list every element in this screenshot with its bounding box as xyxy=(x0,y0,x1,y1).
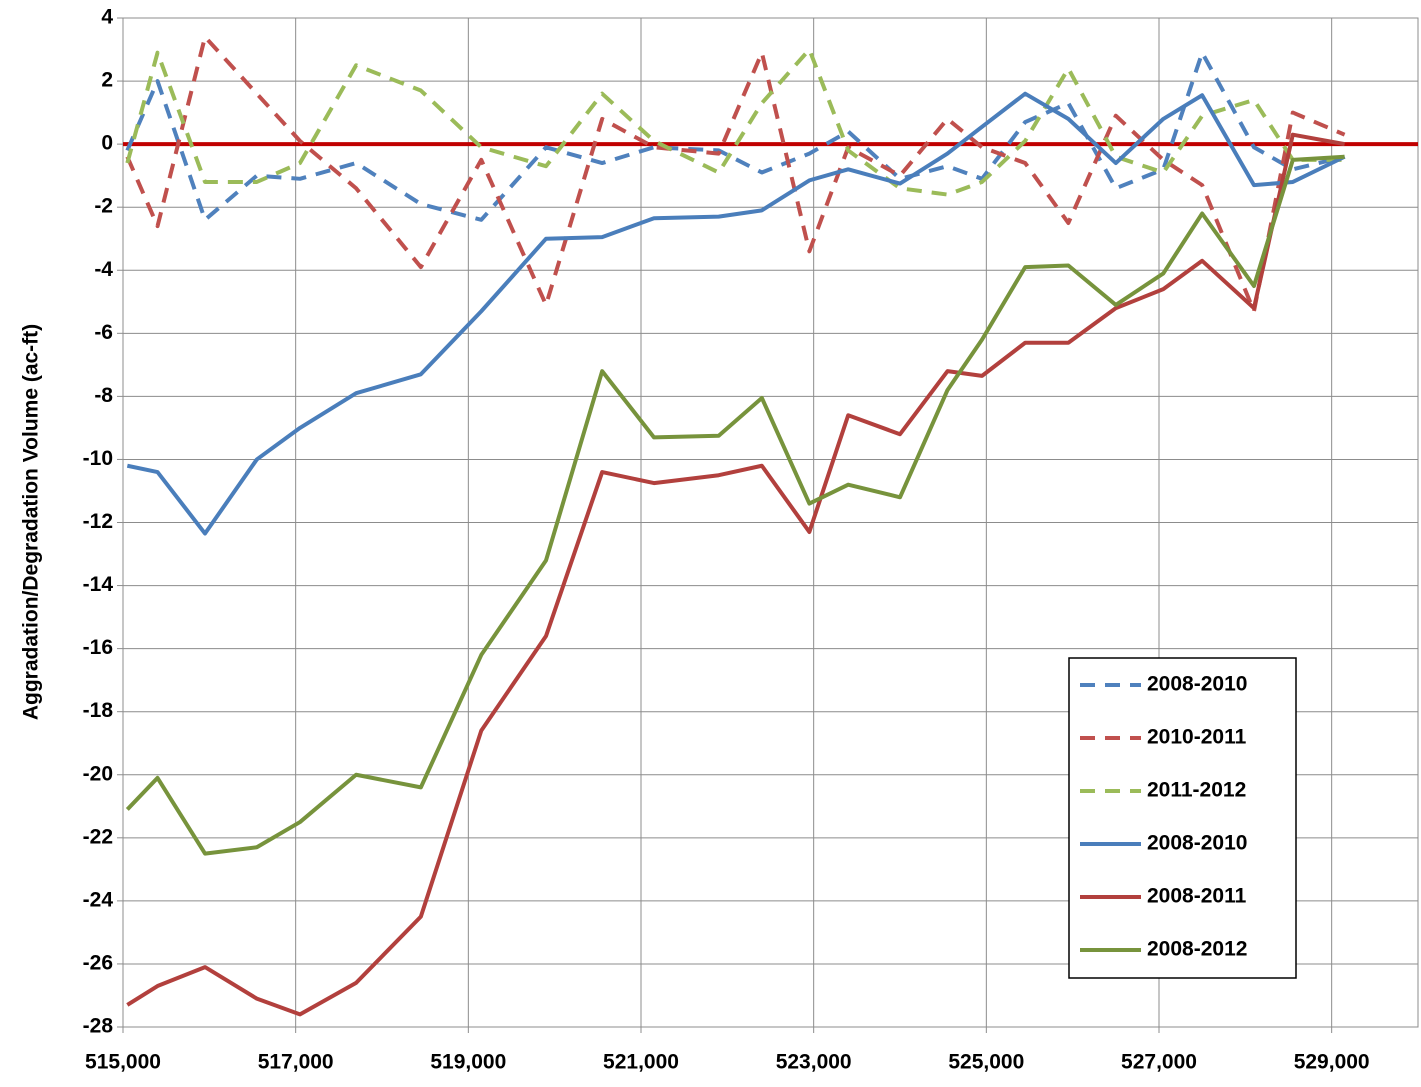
y-tick-label: -12 xyxy=(83,510,113,533)
y-tick-label: -4 xyxy=(94,258,113,281)
legend-label: 2011-2012 xyxy=(1147,779,1246,802)
y-tick-label: -20 xyxy=(83,762,113,785)
legend-label: 2008-2011 xyxy=(1147,885,1247,908)
legend-label: 2010-2011 xyxy=(1147,726,1247,749)
y-tick-label: -6 xyxy=(94,321,113,344)
y-tick-label: -28 xyxy=(83,1015,114,1038)
y-tick-label: -14 xyxy=(83,573,114,596)
legend-box xyxy=(1068,657,1297,979)
data-line xyxy=(125,50,1346,222)
y-tick-label: 0 xyxy=(101,132,113,155)
data-line xyxy=(126,91,1346,536)
y-tick-label: -16 xyxy=(83,636,113,659)
legend-label: 2008-2010 xyxy=(1147,673,1247,696)
x-tick-label: 527,000 xyxy=(1121,1051,1197,1074)
x-tick-label: 519,000 xyxy=(430,1051,506,1074)
y-axis-label: Aggradation/Degradation Volume (ac-ft) xyxy=(20,324,43,720)
x-tick-label: 517,000 xyxy=(258,1051,334,1074)
y-tick-label: -26 xyxy=(83,951,113,974)
x-tick-label: 523,000 xyxy=(776,1051,852,1074)
legend-label: 2008-2012 xyxy=(1147,938,1247,961)
legend-label: 2008-2010 xyxy=(1147,832,1247,855)
y-tick-label: -8 xyxy=(94,384,113,407)
plot-border xyxy=(122,17,1419,1028)
y-tick-label: -22 xyxy=(83,825,113,848)
data-line xyxy=(125,154,1345,856)
y-tick-label: -2 xyxy=(94,195,113,218)
y-tick-label: -10 xyxy=(83,447,113,470)
y-tick-label: 2 xyxy=(101,69,113,92)
y-tick-label: -18 xyxy=(83,699,114,722)
x-tick-label: 525,000 xyxy=(948,1051,1024,1074)
x-tick-label: 515,000 xyxy=(85,1051,161,1074)
data-line xyxy=(125,34,1346,314)
x-tick-label: 521,000 xyxy=(603,1051,679,1074)
data-line xyxy=(126,132,1345,1017)
x-tick-label: 529,000 xyxy=(1294,1051,1370,1074)
y-tick-label: -24 xyxy=(83,888,114,911)
data-line xyxy=(125,47,1345,197)
y-tick-label: 4 xyxy=(101,6,113,29)
